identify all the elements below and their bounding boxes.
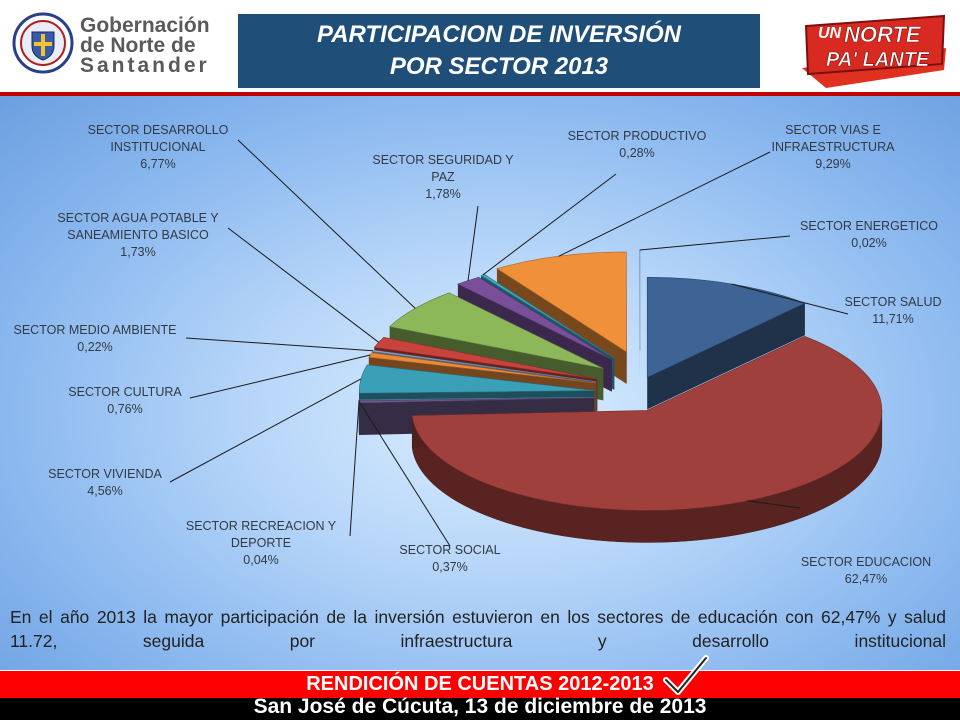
checkmark-icon — [663, 655, 709, 695]
leader-line-sector-vivienda — [169, 378, 362, 483]
label-name: SECTOR CULTURA — [68, 385, 182, 399]
slogan-line3: PA' LANTE — [826, 49, 930, 71]
slice-sector-medio-ambiente — [371, 349, 597, 383]
label-value: 0,76% — [107, 402, 142, 416]
leader-line-sector-energetico — [639, 235, 791, 251]
org-line1: Gobernación — [80, 14, 210, 37]
leader-line-sector-medio-ambiente — [185, 337, 373, 352]
leader-line-sector-cultura — [189, 354, 371, 399]
data-label-sector-energetico: SECTOR ENERGETICO 0,02% — [800, 219, 938, 250]
label-name: SECTOR SEGURIDAD Y — [372, 153, 514, 167]
caption-text: En el año 2013 la mayor participación de… — [10, 607, 946, 651]
label-value: 6,77% — [140, 157, 175, 171]
org-line2: de Norte de — [80, 34, 196, 57]
slice-sector-seguridad-y-paz — [457, 276, 613, 360]
slice-sector-desarrollo-institucional — [389, 292, 604, 369]
slice-wall-sector-salud — [647, 303, 805, 410]
data-label-sector-medio-ambiente: SECTOR MEDIO AMBIENTE 0,22% — [14, 323, 177, 354]
title-banner: PARTICIPACION DE INVERSIÓN POR SECTOR 20… — [238, 14, 760, 88]
slogan-line2: NORTE — [844, 22, 922, 47]
data-label-sector-social: SECTOR SOCIAL 0,37% — [399, 543, 500, 574]
footer-date-band — [0, 698, 960, 720]
slogan-logo: UN NORTE PA' LANTE — [802, 14, 946, 88]
header-divider — [0, 92, 960, 98]
data-label-sector-productivo: SECTOR PRODUCTIVO 0,28% — [568, 129, 707, 160]
label-name: INSTITUCIONAL — [110, 140, 205, 154]
label-value: 0,22% — [77, 340, 112, 354]
data-label-sector-cultura: SECTOR CULTURA 0,76% — [68, 385, 182, 416]
data-label-sector-recreacion-y-deporte: SECTOR RECREACION Y DEPORTE 0,04% — [186, 519, 337, 567]
slice-sector-educacion — [411, 335, 883, 511]
slice-sector-cultura — [368, 352, 596, 384]
data-label-sector-vias-e-infraestructura: SECTOR VIAS E INFRAESTRUCTURA 9,29% — [772, 123, 896, 171]
slice-sector-vivienda — [359, 364, 595, 394]
label-name: SECTOR VIAS E — [785, 123, 881, 137]
label-value: 1,78% — [425, 187, 460, 201]
coat-of-arms-icon — [12, 12, 74, 74]
label-name: SECTOR PRODUCTIVO — [568, 129, 707, 143]
leader-line-sector-salud — [731, 283, 849, 315]
label-value: 4,56% — [87, 484, 122, 498]
label-value: 11,71% — [872, 312, 913, 326]
label-value: 1,73% — [120, 245, 155, 259]
label-value: 0,04% — [243, 553, 278, 567]
label-value: 9,29% — [815, 157, 850, 171]
slice-sector-salud — [646, 277, 806, 378]
label-name: SECTOR EDUCACION — [801, 555, 931, 569]
leader-line-sector-vias-e-infraestructura — [558, 151, 771, 257]
label-value: 62,47% — [845, 572, 887, 586]
label-name: SECTOR AGUA POTABLE Y — [57, 211, 219, 225]
label-name: SANEAMIENTO BASICO — [67, 228, 209, 242]
footer-line1: RENDICIÓN DE CUENTAS 2012-2013 — [306, 673, 654, 695]
label-name: SECTOR DESARROLLO — [88, 123, 229, 137]
data-label-sector-agua-potable-y-saneamiento-basico: SECTOR AGUA POTABLE Y SANEAMIENTO BASICO 1… — [57, 211, 219, 259]
leader-line-sector-seguridad-y-paz — [467, 205, 479, 281]
label-name: DEPORTE — [231, 536, 291, 550]
label-name: SECTOR MEDIO AMBIENTE — [14, 323, 177, 337]
leader-line-sector-productivo — [482, 173, 617, 276]
label-name: INFRAESTRUCTURA — [772, 140, 896, 154]
governorate-logo: Gobernación de Norte de Santander — [8, 6, 223, 86]
label-value: 0,37% — [432, 560, 467, 574]
label-name: PAZ — [431, 170, 455, 184]
label-value: 0,28% — [619, 146, 654, 160]
governorate-name: Gobernación de Norte de Santander — [80, 14, 230, 77]
label-name: SECTOR ENERGETICO — [800, 219, 938, 233]
data-label-sector-desarrollo-institucional: SECTOR DESARROLLO INSTITUCIONAL 6,77% — [88, 123, 229, 171]
data-label-sector-salud: SECTOR SALUD 11,71% — [844, 295, 941, 326]
data-label-sector-educacion: SECTOR EDUCACION 62,47% — [801, 555, 931, 586]
label-name: SECTOR RECREACION Y — [186, 519, 337, 533]
leader-line-sector-social — [358, 401, 451, 547]
footer-line2: San José de Cúcuta, 13 de diciembre de 2… — [253, 695, 707, 718]
label-name: SECTOR SALUD — [844, 295, 941, 309]
label-value: 0,02% — [851, 236, 886, 250]
label-name: SECTOR VIVIENDA — [48, 467, 162, 481]
slogan-line1: UN — [818, 25, 842, 42]
leader-line-sector-educacion — [747, 500, 801, 509]
leader-line-sector-recreacion-y-deporte — [349, 399, 360, 537]
org-line3: Santander — [80, 54, 210, 77]
data-label-sector-seguridad-y-paz: SECTOR SEGURIDAD Y PAZ 1,78% — [372, 153, 514, 201]
footer-band — [0, 671, 960, 698]
leader-line-sector-desarrollo-institucional — [237, 139, 416, 309]
label-name: SECTOR SOCIAL — [399, 543, 500, 557]
page-title: PARTICIPACION DE INVERSIÓN POR SECTOR 20… — [316, 21, 682, 80]
header: Gobernación de Norte de Santander PARTIC… — [0, 0, 960, 96]
data-label-sector-vivienda: SECTOR VIVIENDA 4,56% — [48, 467, 162, 498]
pie-chart: SECTOR SALUD 11,71% SECTOR EDUCACION 62,47%… — [14, 123, 942, 586]
leader-line-sector-agua-potable-y-saneamiento-basico — [227, 227, 380, 343]
